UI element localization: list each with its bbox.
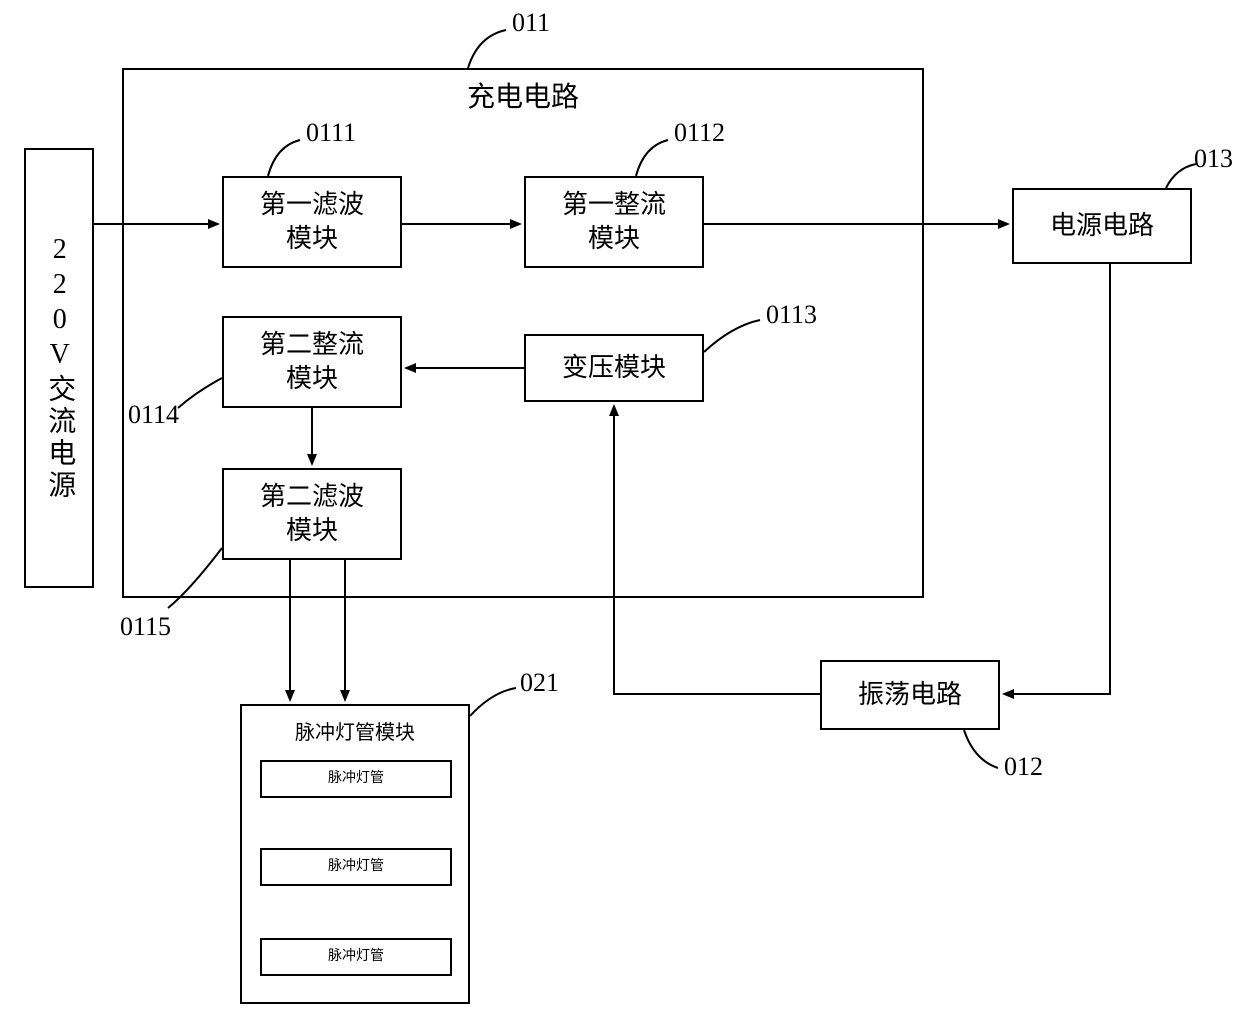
ref-013: 013	[1194, 144, 1233, 174]
ref-011: 011	[512, 8, 550, 38]
ref-0115: 0115	[120, 612, 171, 642]
ref-012: 012	[1004, 752, 1043, 782]
ref-0114: 0114	[128, 400, 179, 430]
leader-lines	[0, 0, 1240, 1032]
ref-021: 021	[520, 668, 559, 698]
ref-0112: 0112	[674, 118, 725, 148]
ref-0111: 0111	[306, 118, 356, 148]
ref-0113: 0113	[766, 300, 817, 330]
